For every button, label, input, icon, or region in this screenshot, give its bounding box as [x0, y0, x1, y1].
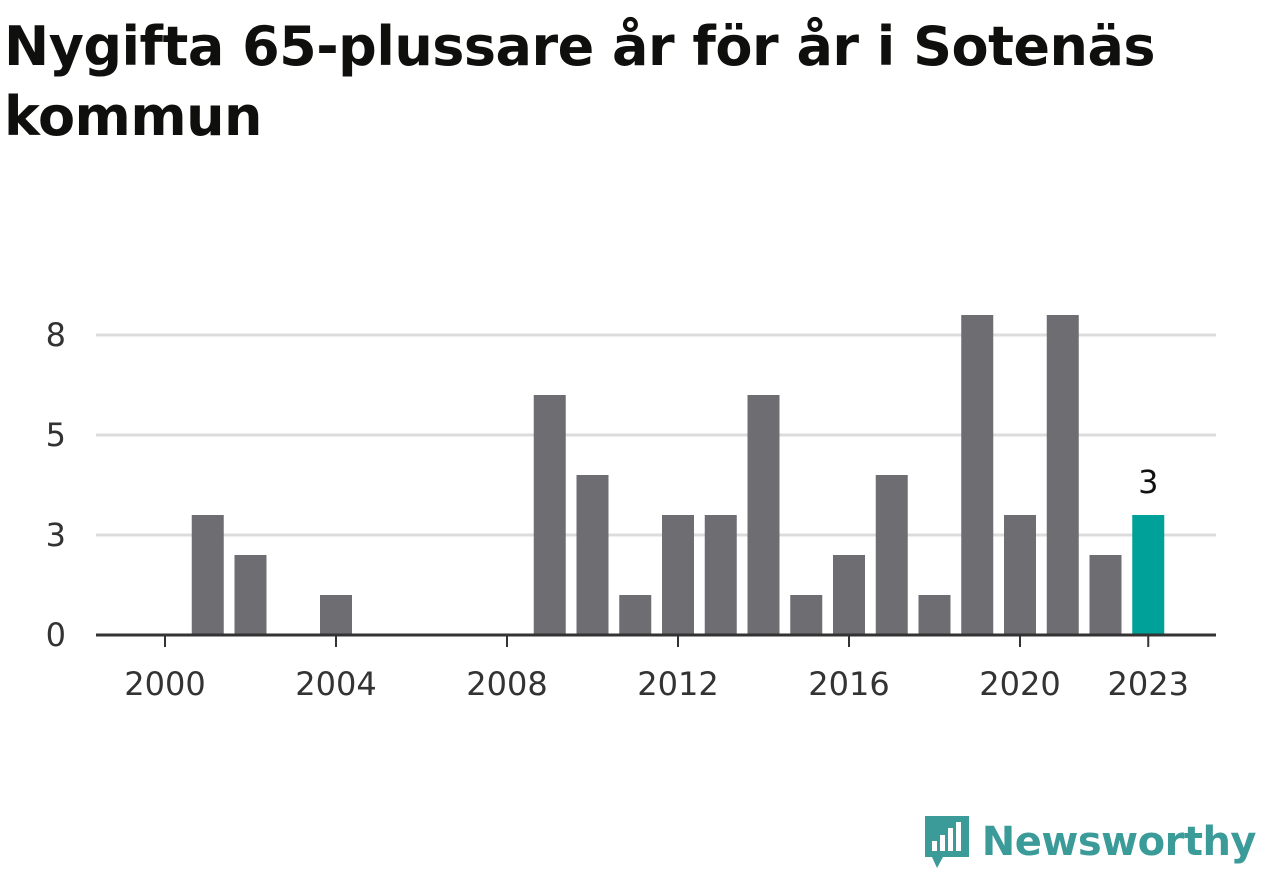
y-tick-label: 5: [46, 416, 66, 454]
bar-2013: [704, 515, 737, 635]
x-tick-label: 2012: [637, 665, 718, 703]
y-tick-label: 3: [46, 516, 66, 554]
bar-2021: [1046, 315, 1079, 635]
bar-2010: [576, 475, 609, 635]
bar-2014: [747, 395, 780, 635]
labels: 0 3 5 8 2000 2004 2008 2012 2016 2020 2023 3: [46, 316, 1189, 703]
x-tick-label: 2020: [979, 665, 1060, 703]
bar-2015: [790, 595, 823, 635]
bar-2012: [662, 515, 694, 635]
y-tick-label: 8: [46, 316, 66, 354]
brand-logo: Newsworthy: [922, 813, 1257, 871]
bar-2001: [191, 515, 224, 635]
y-tick-label: 0: [46, 616, 66, 654]
x-tick-label: 2008: [466, 665, 547, 703]
bar-2016: [833, 555, 865, 635]
bar-2002: [234, 555, 267, 635]
bar-2018: [918, 595, 951, 635]
bars: [191, 315, 1165, 635]
bar-2004: [320, 595, 352, 635]
x-tick-label: 2000: [124, 665, 205, 703]
bar-2019: [961, 315, 994, 635]
bar-2022: [1089, 555, 1122, 635]
bar-2023: [1132, 515, 1165, 635]
highlight-value-label: 3: [1138, 463, 1158, 501]
brand-name: Newsworthy: [981, 819, 1257, 865]
bar-2020: [1004, 515, 1036, 635]
x-tick-label: 2023: [1108, 665, 1189, 703]
bar-2011: [619, 595, 652, 635]
axes: [96, 633, 1216, 647]
bar-chart-speech-bubble-icon: [924, 816, 969, 868]
bar-2017: [875, 475, 908, 635]
chart-title: Nygifta 65-plussare år för år i Sotenäs …: [4, 15, 1156, 148]
x-tick-label: 2016: [808, 665, 889, 703]
x-tick-label: 2004: [295, 665, 376, 703]
bar-2009: [533, 395, 566, 635]
